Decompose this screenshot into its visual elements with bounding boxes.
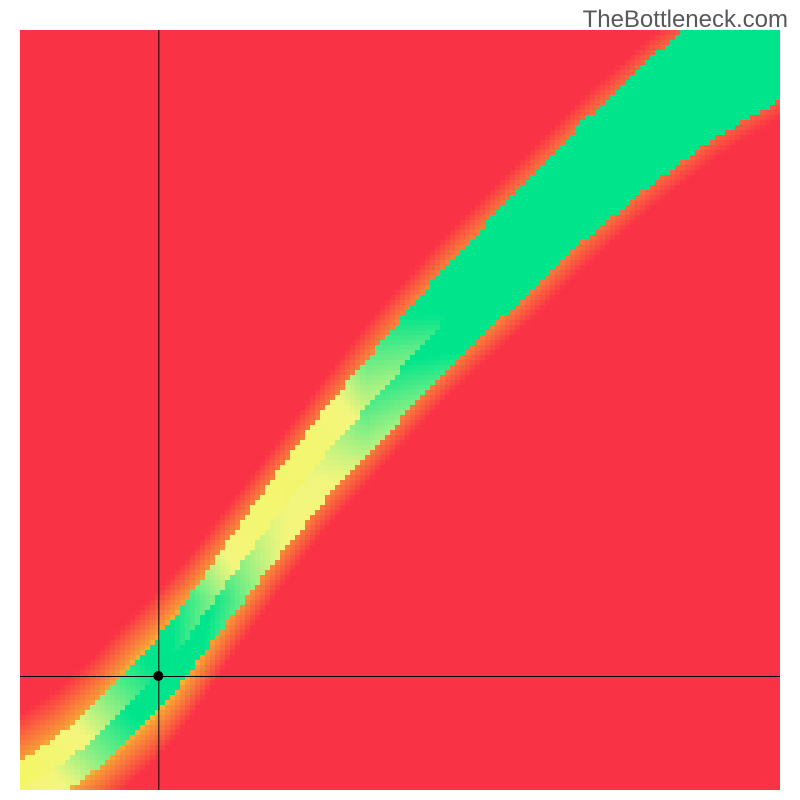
watermark-text: TheBottleneck.com — [583, 6, 788, 34]
chart-container: TheBottleneck.com — [0, 0, 800, 800]
heatmap-canvas — [20, 30, 780, 790]
